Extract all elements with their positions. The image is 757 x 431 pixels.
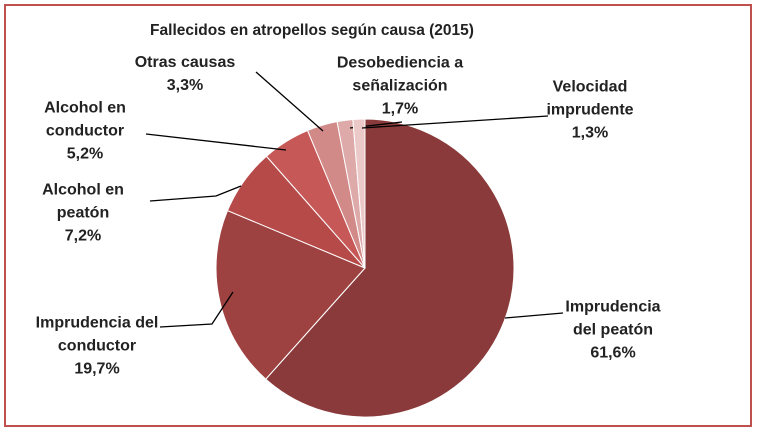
leader-line [504,312,564,319]
category-label: Otras causas [134,54,236,71]
value-label: 61,6% [590,344,636,362]
value-label: 1,7% [381,100,419,118]
slice-label: Velocidad imprudente 1,3% [535,76,645,145]
value-label: 1,3% [571,124,609,142]
leader-line [149,185,242,202]
leader-line [145,133,287,151]
slice-label: Desobediencia a señalización 1,7% [320,52,480,121]
pie-slice [265,118,515,418]
category-label: Alcohol en conductor [44,99,126,140]
leader-line [255,71,324,132]
leader-line [159,291,234,328]
category-label: Imprudencia del conductor [35,314,159,355]
leader-line [361,115,549,129]
value-label: 7,2% [64,227,102,245]
value-label: 19,7% [74,360,120,378]
pie-slice [352,118,366,269]
category-label: Imprudencia del peatón [565,298,661,339]
slice-label: Imprudencia del peatón 61,6% [563,296,663,365]
slice-label: Alcohol en conductor 5,2% [30,97,140,166]
value-label: 5,2% [66,145,104,163]
category-label: Alcohol en peatón [42,181,124,222]
chart-title: Fallecidos en atropellos según causa (20… [150,22,474,39]
category-label: Desobediencia a señalización [336,54,464,95]
slice-label: Imprudencia del conductor 19,7% [22,312,172,381]
slice-label: Alcohol en peatón 7,2% [28,179,138,248]
value-label: 3,3% [166,77,204,94]
slice-label: Otras causas 3,3% [125,51,245,97]
category-label: Velocidad imprudente [546,78,634,119]
